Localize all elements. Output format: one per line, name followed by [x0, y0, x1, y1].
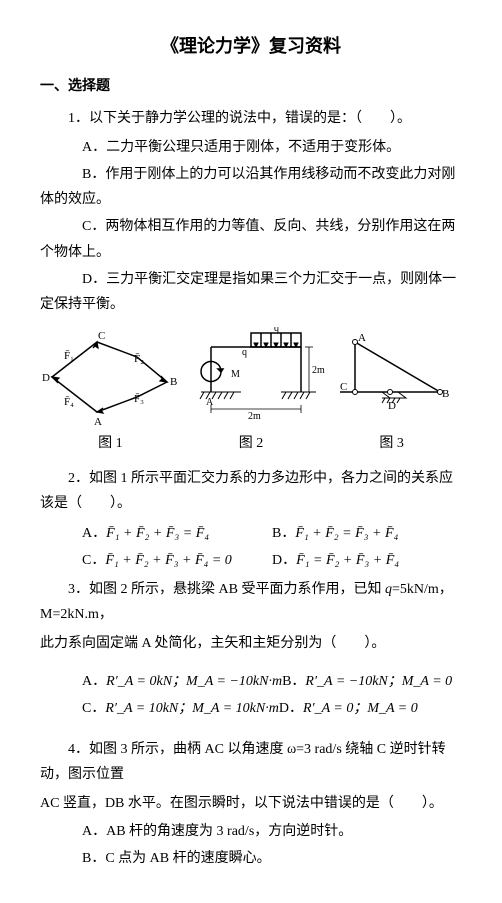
figures-row: C D B A F̄₁ F̄₂ F̄₃ F̄₄ — [40, 327, 462, 427]
fig1-label-f1: F̄₁ — [64, 350, 74, 362]
fig2-dim-2m: 2m — [248, 411, 261, 422]
fig1-label-f4: F̄₄ — [64, 396, 74, 408]
figure-2: q' q M A 2m 2m — [186, 327, 326, 427]
q1-opt-d: D．三力平衡汇交定理是指如果三个力汇交于一点，则刚体一定保持平衡。 — [40, 267, 462, 317]
fig2-label-m: M — [231, 369, 240, 380]
fig2-label-a: A — [206, 397, 214, 408]
q2-opt-c: C．F̄₁ + F̄₂ + F̄₃ + F̄₄ = 0 — [82, 548, 272, 573]
q4-opt-a: A．AB 杆的角速度为 3 rad/s，方向逆时针。 — [40, 819, 462, 844]
fig2-dim-2m-v: 2m — [312, 365, 325, 376]
q3-stem2: 此力系向固定端 A 处简化，主矢和主矩分别为（ ）。 — [40, 631, 462, 656]
fig2-label-qp: q' — [274, 327, 281, 334]
fig1-caption: 图 1 — [40, 431, 181, 456]
q2-opt-d: D．F̄₁ = F̄₂ + F̄₃ + F̄₄ — [272, 548, 462, 573]
q1-opt-b: B．作用于刚体上的力可以沿其作用线移动而不改变此力对刚体的效应。 — [40, 162, 462, 212]
fig1-label-b: B — [170, 376, 177, 388]
q4-opt-b: B．C 点为 AB 杆的速度瞬心。 — [40, 846, 462, 871]
q3-opt-a: A．R′_A = 0kN；M_A = −10kN·m — [82, 669, 282, 694]
page-title: 《理论力学》复习资料 — [40, 30, 462, 62]
section-header: 一、选择题 — [40, 74, 462, 99]
q2-opt-a: A．F̄₁ + F̄₂ + F̄₃ = F̄₄ — [82, 521, 272, 546]
q2-stem: 2．如图 1 所示平面汇交力系的力多边形中，各力之间的关系应该是（ ）。 — [40, 466, 462, 516]
fig1-label-f3: F̄₃ — [134, 393, 144, 405]
q3-opt-c: C．R′_A = 10kN；M_A = 10kN·m — [82, 696, 279, 721]
fig2-caption: 图 2 — [181, 431, 322, 456]
q3-opt-b: B．R′_A = −10kN；M_A = 0 — [282, 669, 462, 694]
fig1-label-c: C — [98, 330, 105, 342]
fig3-label-d: D — [388, 400, 396, 412]
q3-opt-d: D．R′_A = 0；M_A = 0 — [279, 696, 462, 721]
fig3-caption: 图 3 — [321, 431, 462, 456]
fig3-label-b: B — [442, 388, 449, 400]
q1-opt-c: C．两物体相互作用的力等值、反向、共线，分别作用这在两个物体上。 — [40, 214, 462, 264]
fig1-label-d: D — [42, 372, 50, 384]
figure-1: C D B A F̄₁ F̄₂ F̄₃ F̄₄ — [42, 327, 182, 427]
figure-3: A C D B — [330, 327, 460, 427]
fig2-label-q: q — [242, 347, 247, 358]
fig1-label-f2: F̄₂ — [134, 353, 144, 365]
q4-stem1: 4．如图 3 所示，曲柄 AC 以角速度 ω=3 rad/s 绕轴 C 逆时针转… — [40, 737, 462, 787]
fig3-label-a: A — [358, 332, 366, 344]
q3-stem: 3．如图 2 所示，悬挑梁 AB 受平面力系作用，已知 q=5kN/m，M=2k… — [40, 577, 462, 627]
q1-opt-a: A．二力平衡公理只适用于刚体，不适用于变形体。 — [40, 135, 462, 160]
q1-stem: 1．以下关于静力学公理的说法中，错误的是：（ ）。 — [40, 106, 462, 131]
q4-stem2: AC 竖直，DB 水平。在图示瞬时，以下说法中错误的是（ ）。 — [40, 791, 462, 816]
q2-opt-b: B．F̄₁ + F̄₂ = F̄₃ + F̄₄ — [272, 521, 462, 546]
fig3-label-c: C — [340, 381, 347, 393]
fig1-label-a: A — [94, 416, 102, 427]
figure-labels: 图 1 图 2 图 3 — [40, 431, 462, 456]
